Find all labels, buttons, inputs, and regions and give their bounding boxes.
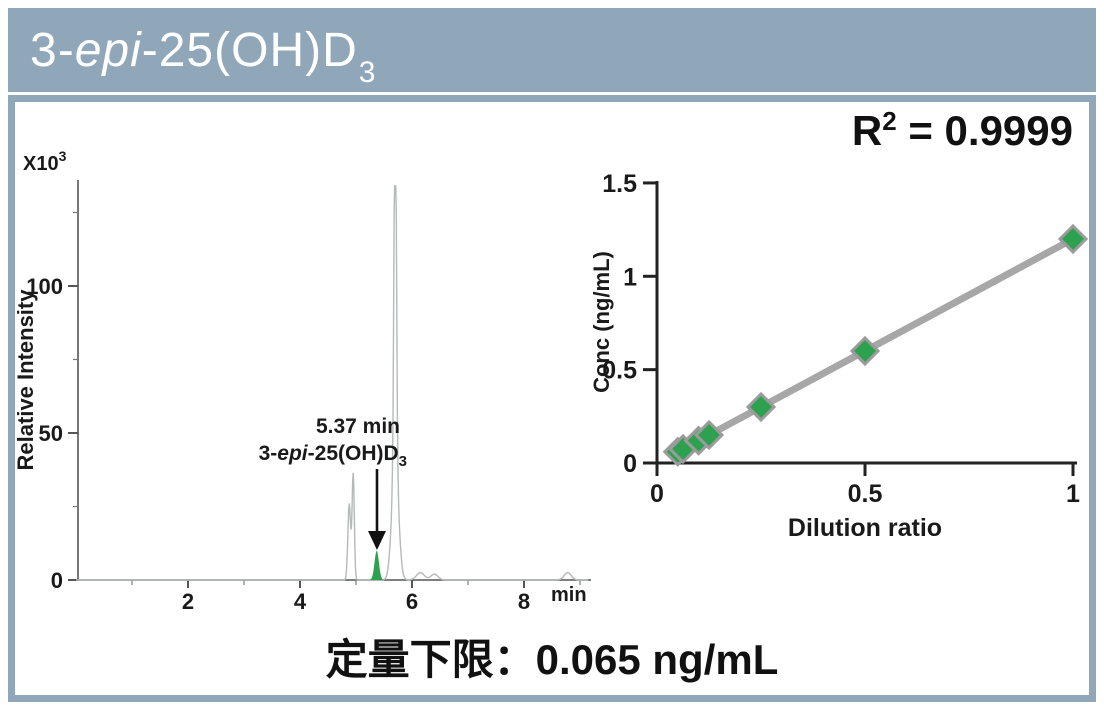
annotation-mid: -25(OH)D <box>308 442 399 465</box>
annotation-subscript: 3 <box>399 453 407 470</box>
calibration-plot: Conc (ng/mL) 0 0.5 1 0 0.5 1 1.5 Dilution rati… <box>589 170 1089 542</box>
figure-title: 3-epi-25(OH)D3 <box>30 23 375 88</box>
x-tick-label: 6 <box>406 589 418 614</box>
title-italic-epi: epi <box>74 23 142 77</box>
calibration-x-axis-title: Dilution ratio <box>788 514 942 542</box>
chromatogram-trace <box>76 185 589 581</box>
chromatogram-y-axis-title: Relative Intensity <box>15 289 38 471</box>
calibration-series <box>662 223 1089 467</box>
y-scale-label: X103 <box>23 148 67 175</box>
peak-annotation-name: 3-epi-25(OH)D3 <box>259 442 407 470</box>
x-tick-label: 2 <box>182 589 194 614</box>
y-tick-label: 50 <box>39 421 63 446</box>
peak-annotation-rt: 5.37 min <box>316 415 400 438</box>
calibration-y-axis-title: Conc (ng/mL) <box>589 251 614 393</box>
x-tick-label: 8 <box>518 589 530 614</box>
data-point-diamond <box>849 335 881 367</box>
data-point-diamond <box>1057 223 1089 255</box>
figure-title-bar: 3-epi-25(OH)D3 <box>8 8 1096 92</box>
data-point-diamond <box>745 391 777 423</box>
y-tick-label: 0 <box>623 450 637 478</box>
peak-arrow-head <box>368 531 386 550</box>
x-tick-label: 0.5 <box>848 480 883 508</box>
y-tick-label: 100 <box>26 274 63 299</box>
x-tick-label: 0 <box>650 480 664 508</box>
y-tick-label: 0 <box>51 568 63 593</box>
title-subscript: 3 <box>358 56 377 90</box>
data-point-diamond <box>693 419 725 451</box>
r-squared-label: R2 = 0.9999 <box>852 106 1073 155</box>
analyte-peak <box>365 550 388 580</box>
y-scale-exponent: 3 <box>59 148 67 164</box>
title-prefix: 3- <box>30 23 75 77</box>
r2-superscript: 2 <box>882 106 897 136</box>
r2-value: = 0.9999 <box>896 107 1073 154</box>
calibration-ticks: 0 0.5 1 0 0.5 1 1.5 <box>602 170 1080 508</box>
y-scale-base: X10 <box>23 153 59 175</box>
title-mid: -25(OH)D <box>141 23 358 77</box>
y-tick-label: 1.5 <box>602 170 637 198</box>
y-tick-label: 0.5 <box>602 357 637 385</box>
lloq-text: 定量下限：0.065 ng/mL <box>325 636 779 683</box>
annotation-prefix: 3- <box>259 442 278 465</box>
x-tick-label: 4 <box>294 589 307 614</box>
x-unit-label: min <box>551 584 587 606</box>
r2-letter: R <box>851 107 883 154</box>
x-tick-label: 1 <box>1066 480 1080 508</box>
chromatogram-trace-line <box>76 185 589 581</box>
y-tick-label: 1 <box>623 263 637 291</box>
chromatogram-ticks: 2 4 6 8 0 50 100 <box>26 211 581 614</box>
annotation-italic-epi: epi <box>277 442 309 465</box>
